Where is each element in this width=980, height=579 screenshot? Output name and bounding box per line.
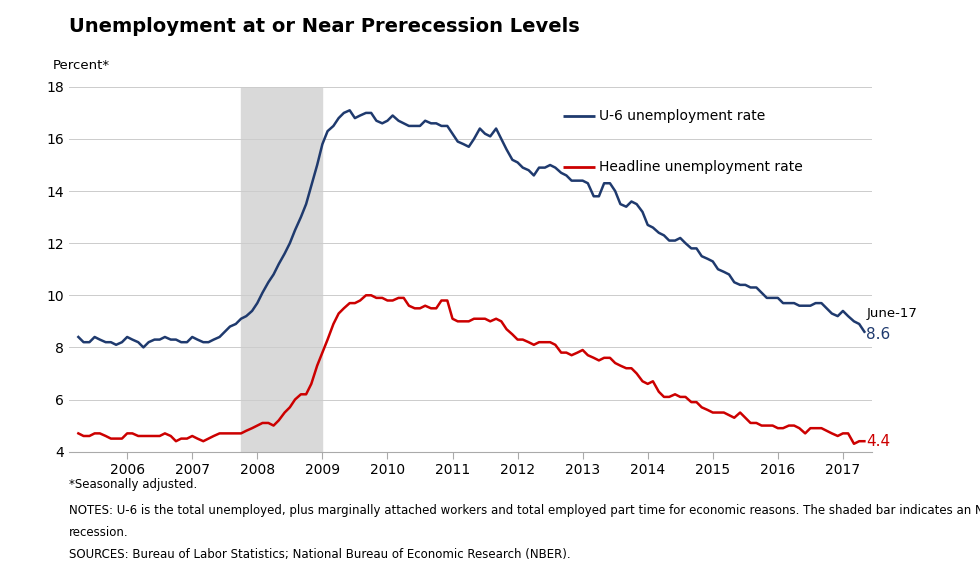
Text: 8.6: 8.6 <box>866 327 891 342</box>
Text: NOTES: U-6 is the total unemployed, plus marginally attached workers and total e: NOTES: U-6 is the total unemployed, plus… <box>69 504 980 516</box>
Text: Percent*: Percent* <box>53 59 110 72</box>
Text: SOURCES: Bureau of Labor Statistics; National Bureau of Economic Research (NBER): SOURCES: Bureau of Labor Statistics; Nat… <box>69 548 570 560</box>
Text: U-6 unemployment rate: U-6 unemployment rate <box>599 109 765 123</box>
Bar <box>241 87 322 452</box>
Text: Headline unemployment rate: Headline unemployment rate <box>599 160 803 174</box>
Text: 4.4: 4.4 <box>866 434 891 449</box>
Text: Unemployment at or Near Prerecession Levels: Unemployment at or Near Prerecession Lev… <box>69 17 579 36</box>
Text: recession.: recession. <box>69 526 128 538</box>
Text: June-17: June-17 <box>866 307 917 320</box>
Text: *Seasonally adjusted.: *Seasonally adjusted. <box>69 478 197 490</box>
